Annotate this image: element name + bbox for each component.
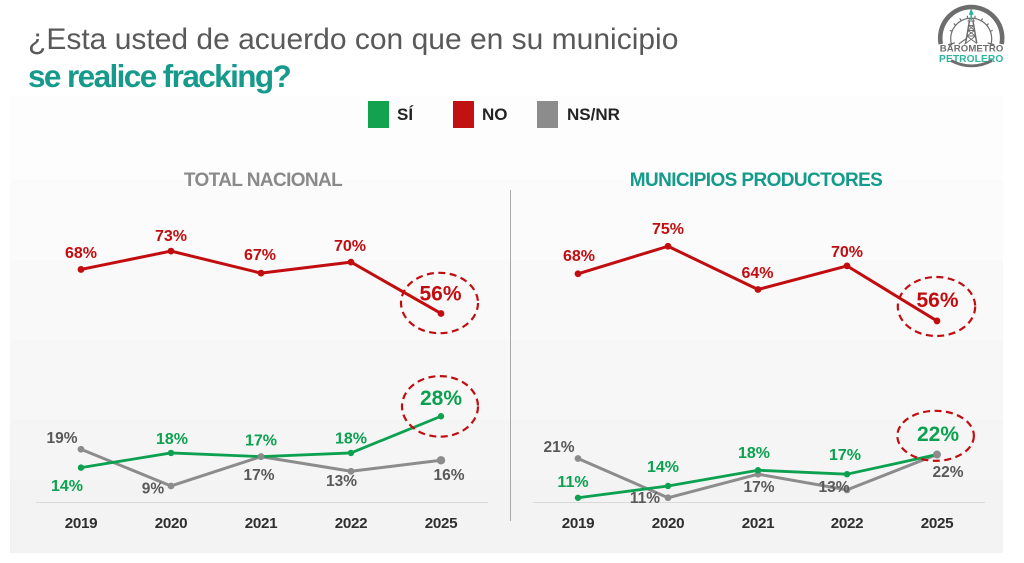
svg-text:2021: 2021	[245, 515, 278, 532]
svg-text:75%: 75%	[652, 221, 684, 238]
svg-text:56%: 56%	[419, 283, 461, 306]
svg-text:22%: 22%	[932, 464, 963, 481]
svg-text:11%: 11%	[557, 474, 588, 491]
svg-text:70%: 70%	[831, 244, 863, 261]
svg-text:2019: 2019	[562, 515, 595, 532]
svg-text:16%: 16%	[433, 467, 464, 484]
svg-text:BARÓMETRO: BARÓMETRO	[940, 43, 1004, 55]
svg-text:18%: 18%	[335, 431, 367, 448]
svg-text:2025: 2025	[921, 515, 954, 532]
svg-text:13%: 13%	[818, 479, 849, 496]
svg-text:17%: 17%	[243, 467, 274, 484]
svg-text:68%: 68%	[563, 248, 595, 265]
svg-text:64%: 64%	[741, 265, 773, 282]
svg-text:2022: 2022	[831, 515, 864, 532]
svg-text:28%: 28%	[420, 387, 462, 410]
svg-text:TOTAL NACIONAL: TOTAL NACIONAL	[184, 170, 343, 191]
svg-text:68%: 68%	[65, 245, 97, 262]
svg-text:2020: 2020	[652, 515, 685, 532]
svg-text:73%: 73%	[155, 228, 187, 245]
svg-text:17%: 17%	[245, 433, 277, 450]
svg-text:21%: 21%	[543, 439, 574, 456]
svg-text:2020: 2020	[155, 515, 188, 532]
svg-text:2022: 2022	[335, 515, 368, 532]
svg-text:14%: 14%	[51, 478, 83, 495]
svg-text:70%: 70%	[334, 238, 366, 255]
svg-text:PETROLERO: PETROLERO	[939, 54, 1003, 65]
svg-text:18%: 18%	[738, 445, 770, 462]
svg-text:14%: 14%	[647, 459, 679, 476]
svg-text:11%: 11%	[630, 490, 660, 507]
svg-text:22%: 22%	[917, 423, 959, 446]
svg-text:9%: 9%	[142, 481, 165, 498]
svg-text:17%: 17%	[829, 447, 861, 464]
svg-text:56%: 56%	[916, 289, 958, 312]
svg-text:2025: 2025	[425, 515, 458, 532]
svg-text:2019: 2019	[65, 515, 98, 532]
svg-text:MUNICIPIOS PRODUCTORES: MUNICIPIOS PRODUCTORES	[630, 170, 882, 191]
svg-text:17%: 17%	[743, 479, 774, 496]
svg-text:18%: 18%	[156, 431, 188, 448]
svg-text:13%: 13%	[326, 473, 357, 490]
svg-text:19%: 19%	[46, 430, 77, 447]
svg-text:2021: 2021	[742, 515, 775, 532]
svg-text:67%: 67%	[244, 247, 276, 264]
